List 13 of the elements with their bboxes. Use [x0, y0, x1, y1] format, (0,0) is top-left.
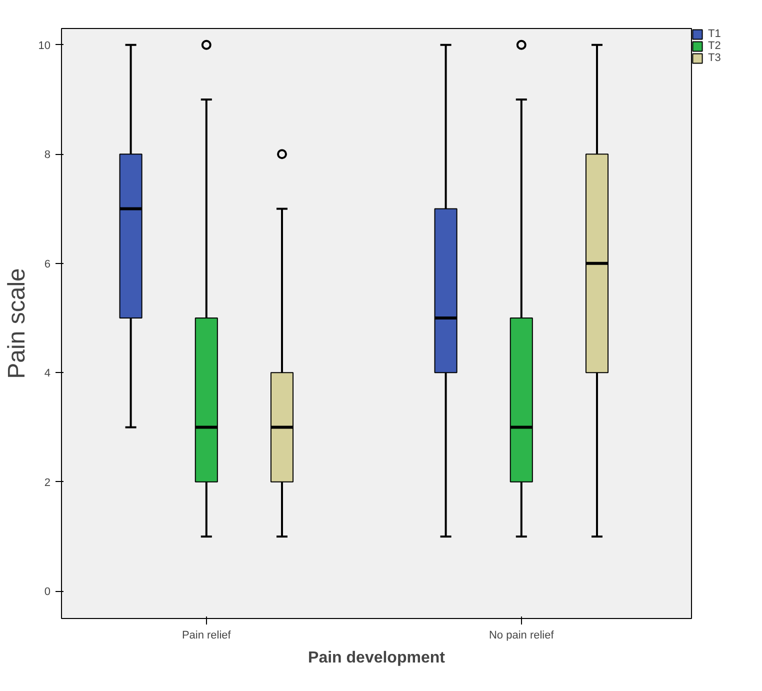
legend-label: T3	[708, 52, 722, 64]
x-tick-label: Pain relief	[182, 630, 232, 642]
y-tick-label: 10	[38, 40, 51, 52]
y-tick-label: 0	[44, 586, 51, 598]
x-tick-label: No pain relief	[488, 630, 555, 642]
y-tick-label: 2	[44, 476, 51, 489]
legend-label: T1	[708, 28, 722, 40]
y-axis-title: Pain scale	[3, 268, 30, 379]
legend-label: T2	[708, 40, 722, 52]
y-tick-label: 6	[44, 258, 51, 270]
x-axis-title: Pain development	[308, 650, 446, 666]
y-tick-label: 8	[44, 149, 51, 162]
y-tick-label: 4	[44, 368, 51, 380]
